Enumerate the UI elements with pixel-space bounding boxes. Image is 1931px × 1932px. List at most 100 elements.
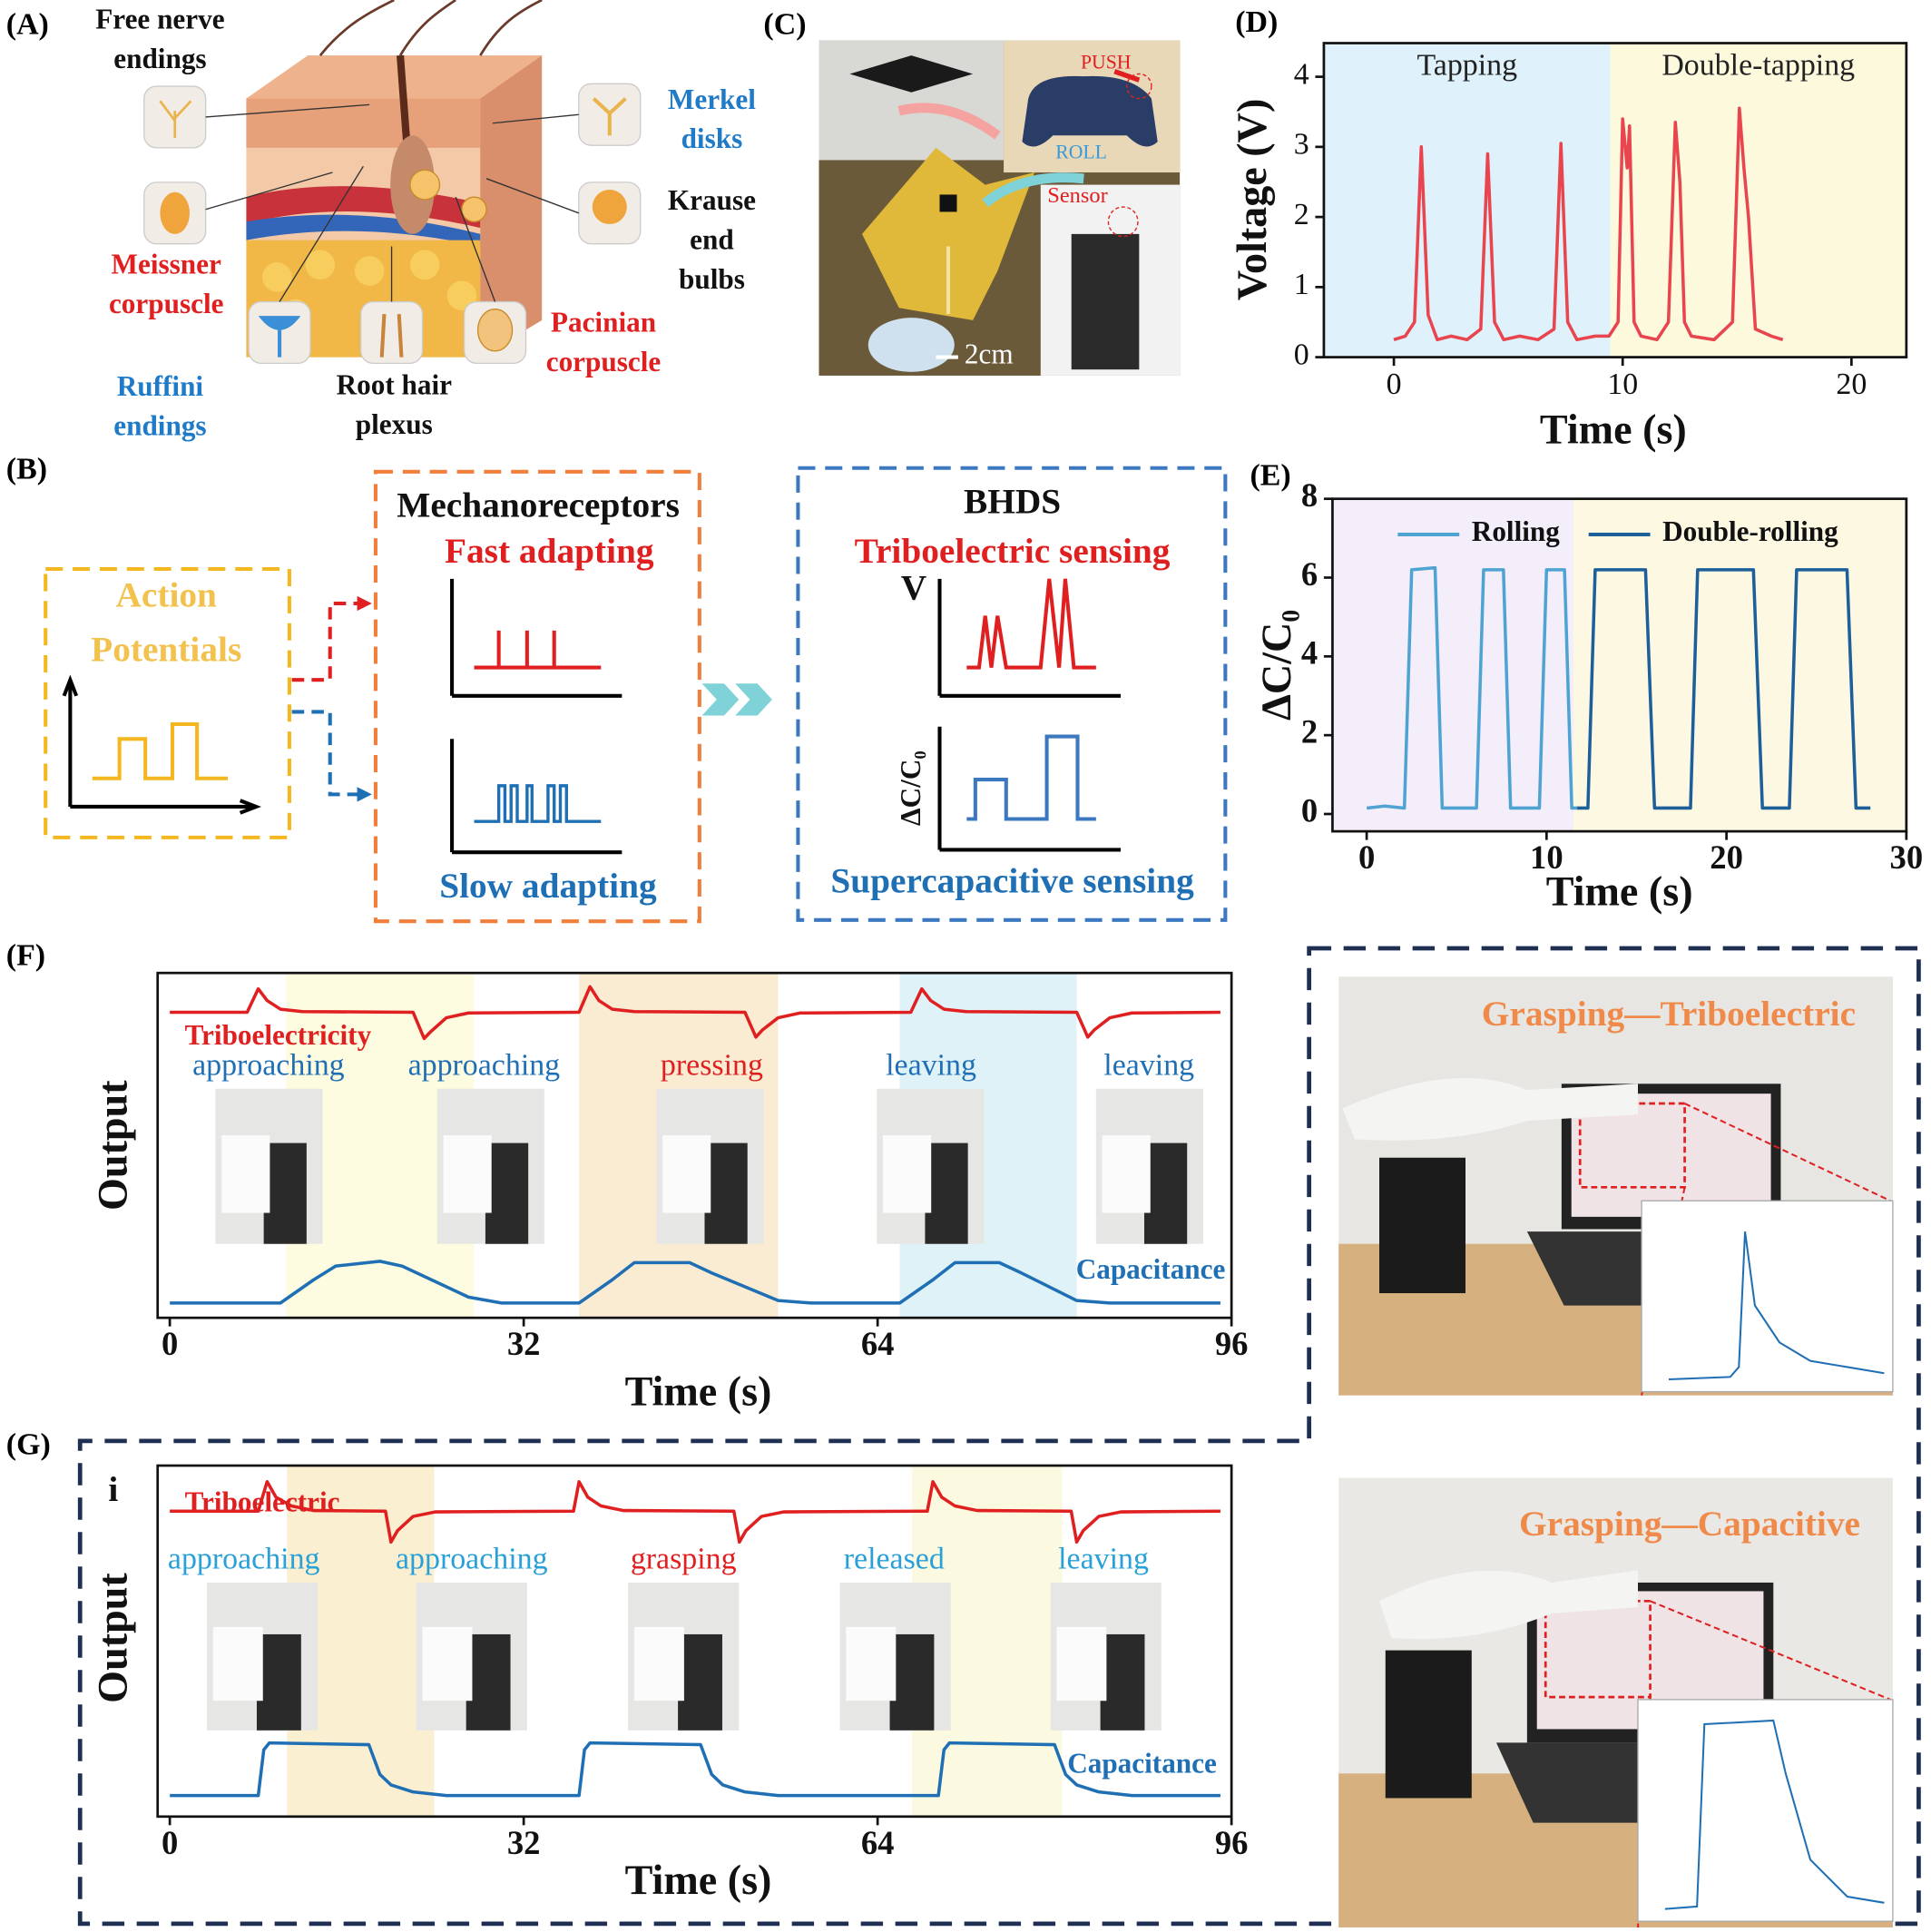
robot-photo-part — [1102, 1135, 1151, 1213]
robot-photo-part — [221, 1135, 270, 1213]
fast-adapting-label: Fast adapting — [445, 531, 654, 571]
receptor-label: Krause — [668, 184, 756, 216]
inset-label: i — [108, 1469, 118, 1509]
receptor-label: Root hair — [337, 369, 453, 401]
x-tick-label: 10 — [1530, 839, 1563, 876]
receptor-label: Meissner — [112, 249, 221, 280]
data-line — [170, 985, 1220, 1041]
series-label: Triboelectric — [185, 1486, 340, 1518]
y-tick-label: 3 — [1294, 128, 1309, 162]
annotation: leaving — [1058, 1543, 1149, 1576]
y-tick-label: 2 — [1294, 198, 1309, 231]
receptor-symbols — [159, 97, 627, 358]
panel-label: (B) — [6, 453, 47, 486]
box-title: Mechanoreceptors — [397, 485, 680, 525]
robot-photo-part — [846, 1626, 897, 1702]
panel-label: (A) — [6, 8, 49, 42]
annotation: pressing — [661, 1048, 763, 1082]
x-tick-label: 10 — [1607, 368, 1638, 401]
axis-label: ΔC/C₀ — [895, 750, 926, 826]
y-tick-label: 2 — [1301, 713, 1318, 750]
photo-label: ROLL — [1055, 142, 1107, 163]
x-tick-label: 0 — [162, 1824, 178, 1861]
data-line — [1393, 106, 1784, 342]
x-tick-label: 0 — [162, 1325, 178, 1362]
receptor-label: end — [690, 224, 734, 256]
x-tick-label: 20 — [1710, 839, 1743, 876]
plot-frame — [156, 971, 1233, 1319]
annotation: approaching — [396, 1543, 548, 1576]
y-tick-label: 0 — [1301, 791, 1318, 829]
data-line — [170, 1260, 1220, 1305]
plot-frame — [156, 1464, 1233, 1819]
receptor-label: Ruffini — [117, 370, 204, 402]
robot-photo-part — [883, 1135, 932, 1213]
group-frame — [77, 946, 1921, 1927]
x-tick-label: 0 — [1358, 839, 1375, 876]
triboelectric-label: Triboelectric sensing — [855, 531, 1171, 571]
panel-c-photos — [818, 40, 1181, 376]
annotation: grasping — [631, 1543, 737, 1576]
y-tick-label: 8 — [1301, 476, 1318, 514]
robot-photo-part — [889, 1633, 935, 1731]
y-axis-label: Output — [90, 1080, 136, 1211]
annotation: released — [844, 1543, 945, 1576]
x-tick-label: 96 — [1215, 1325, 1249, 1362]
x-axis-label: Time (s) — [625, 1857, 772, 1903]
supercapacitive-label: Supercapacitive sensing — [830, 860, 1194, 900]
robot-photo-part — [485, 1143, 529, 1244]
robot-photo-part — [633, 1626, 684, 1702]
scale-bar-label: 2cm — [965, 338, 1014, 370]
receptor-label: Merkel — [668, 83, 756, 115]
plot-frame — [1331, 497, 1908, 833]
receptor-label: endings — [113, 409, 206, 441]
axis-label: V — [901, 567, 926, 607]
receptor-label: corpuscle — [546, 346, 662, 378]
y-axis-label: Output — [90, 1573, 136, 1703]
panel-label: (D) — [1235, 5, 1278, 39]
action-potentials-label: Potentials — [91, 629, 241, 669]
annotation: approaching — [168, 1543, 320, 1576]
y-tick-label: 6 — [1301, 555, 1318, 593]
panel-b-schematic — [44, 466, 1228, 924]
receptor-label: endings — [113, 43, 206, 74]
receptor-label: Free nerve — [95, 4, 224, 35]
series-label: Capacitance — [1076, 1253, 1226, 1285]
photo-caption: Grasping—Capacitive — [1519, 1504, 1860, 1544]
legend-label: Rolling — [1472, 515, 1560, 547]
shaded-region — [1610, 43, 1906, 358]
y-tick-label: 4 — [1294, 57, 1309, 91]
x-tick-label: 0 — [1387, 368, 1402, 401]
panel-label: (G) — [6, 1427, 51, 1461]
y-axis-label: Voltage (V) — [1229, 99, 1275, 300]
data-line — [1577, 568, 1871, 810]
robot-photo-part — [422, 1626, 473, 1702]
panel-label: (E) — [1250, 458, 1291, 492]
x-axis-label: Time (s) — [625, 1368, 772, 1414]
robot-photo-part — [1143, 1143, 1188, 1244]
photo-label: Sensor — [1047, 183, 1107, 208]
x-tick-label: 32 — [507, 1824, 541, 1861]
x-tick-label: 30 — [1890, 839, 1924, 876]
robot-photo-part — [704, 1143, 748, 1244]
panel-label: (C) — [763, 8, 806, 42]
x-axis-label: Time (s) — [1540, 406, 1687, 452]
robot-photo-part — [443, 1135, 492, 1213]
series-label: Triboelectricity — [185, 1019, 372, 1051]
annotation: approaching — [192, 1048, 345, 1082]
receptor-label: bulbs — [679, 263, 745, 295]
x-axis-label: Time (s) — [1546, 868, 1693, 914]
x-tick-label: 64 — [861, 1325, 895, 1362]
panel-label: (F) — [6, 939, 45, 973]
robot-photo-part — [256, 1633, 301, 1731]
annotation: leaving — [1103, 1048, 1194, 1082]
box-title: BHDS — [964, 481, 1061, 521]
robot-photo-part — [263, 1143, 307, 1244]
action-potentials-label: Action — [115, 575, 217, 615]
annotation: leaving — [886, 1048, 976, 1082]
shaded-region — [1332, 498, 1574, 832]
plot-frame — [1322, 42, 1908, 358]
region-label: Double-tapping — [1661, 48, 1855, 82]
